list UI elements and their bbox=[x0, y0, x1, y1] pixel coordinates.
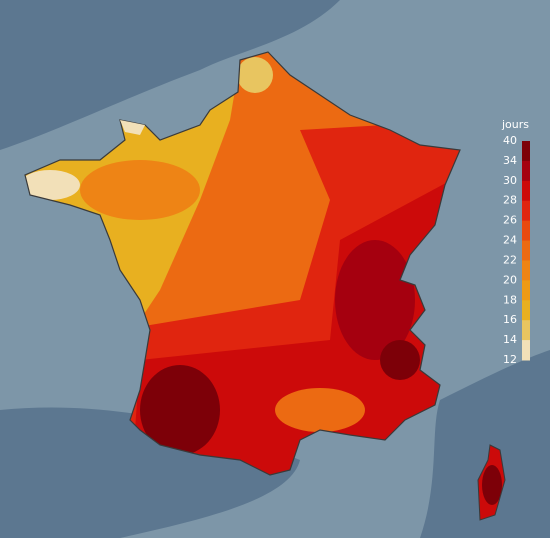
legend-label: 22 bbox=[503, 253, 517, 266]
legend-label: 40 bbox=[503, 134, 517, 147]
legend-label: 14 bbox=[503, 333, 517, 346]
legend-label: 24 bbox=[503, 234, 517, 247]
legend-swatch bbox=[522, 280, 530, 301]
legend-swatch bbox=[522, 340, 530, 361]
legend-swatch bbox=[522, 300, 530, 321]
legend-swatch bbox=[522, 180, 530, 202]
legend-swatch bbox=[522, 160, 530, 182]
legend-label: 16 bbox=[503, 313, 517, 326]
legend-label: 18 bbox=[503, 293, 517, 306]
legend-label: 28 bbox=[503, 194, 517, 207]
legend-title: jours bbox=[501, 118, 529, 131]
legend: jours 40 34 30 28 26 24 22 20 18 16 14 12 bbox=[501, 118, 530, 366]
legend-swatch bbox=[522, 260, 530, 281]
legend-label: 26 bbox=[503, 214, 517, 227]
legend-label: 12 bbox=[503, 353, 517, 366]
legend-label: 20 bbox=[503, 273, 517, 286]
corsica-border bbox=[477, 444, 506, 521]
sea-shade bbox=[420, 350, 550, 538]
legend-swatch bbox=[522, 240, 530, 261]
legend-swatch bbox=[522, 220, 530, 242]
legend-label: 30 bbox=[503, 174, 517, 187]
legend-swatch bbox=[522, 320, 530, 341]
sea-shade bbox=[0, 0, 340, 150]
cotentin bbox=[120, 120, 145, 135]
legend-swatch bbox=[522, 200, 530, 222]
legend-swatch bbox=[522, 141, 530, 162]
legend-label: 34 bbox=[503, 154, 517, 167]
